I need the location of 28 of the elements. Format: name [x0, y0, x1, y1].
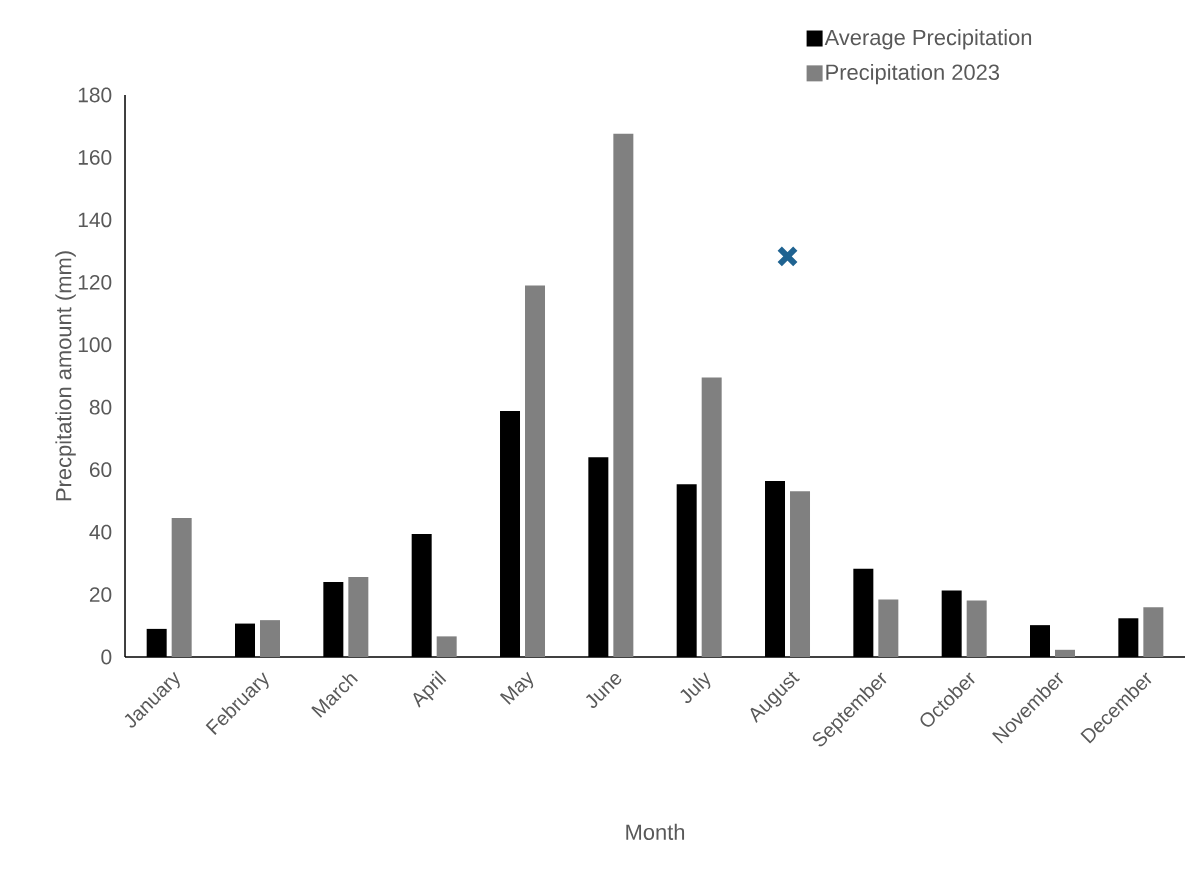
bar [260, 620, 281, 657]
y-axis-title: Precpitation amount (mm) [55, 251, 76, 501]
y-tick-label: 140 [78, 212, 112, 228]
bar [525, 285, 546, 657]
y-tick-label: 40 [89, 524, 112, 540]
x-tick-label: May [499, 671, 534, 705]
legend-label: Precipitation 2023 [826, 63, 1000, 85]
y-tick-label: 120 [78, 274, 112, 290]
bar [701, 377, 722, 657]
bar [878, 599, 899, 657]
x-axis-title: Month [626, 823, 685, 840]
bar [436, 636, 457, 657]
legend-label: Average Precipitation [824, 29, 1032, 50]
bar [1143, 607, 1164, 657]
bar [348, 577, 369, 657]
bar [966, 600, 987, 657]
bar [613, 133, 634, 657]
y-tick-label: 160 [78, 150, 112, 165]
bar [171, 518, 192, 657]
y-tick-label: 180 [78, 87, 112, 103]
y-tick-label: 100 [78, 337, 112, 353]
bar [1055, 649, 1076, 657]
y-tick-label: 80 [89, 399, 112, 415]
y-tick-label: 60 [89, 462, 112, 478]
x-tick-label: July [680, 672, 711, 704]
y-tick-label: 20 [89, 587, 112, 602]
y-tick-label: 0 [101, 649, 112, 665]
bar [790, 491, 811, 657]
